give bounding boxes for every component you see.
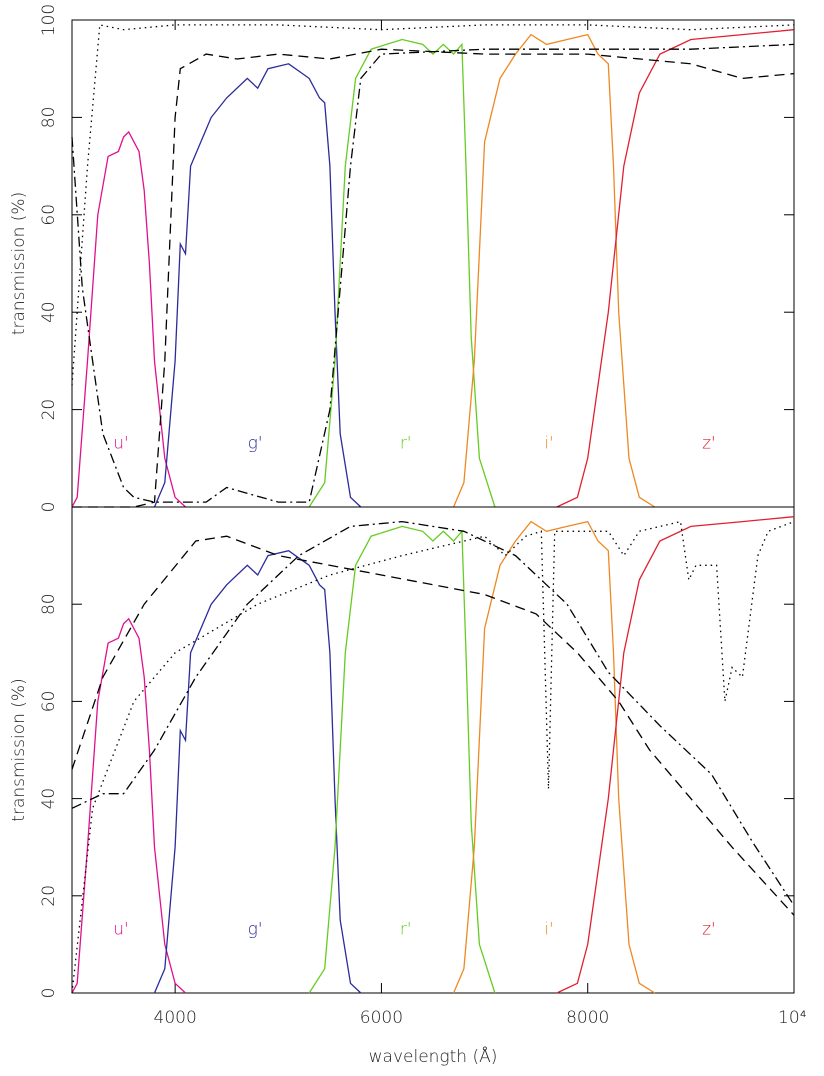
- filter-label: g': [248, 920, 263, 940]
- curve: [71, 43, 795, 503]
- curve: [71, 520, 795, 994]
- filter-label: u': [113, 920, 128, 940]
- filter-label: g': [248, 434, 263, 454]
- y-tick-label: 40: [39, 301, 59, 323]
- curve: [153, 63, 362, 508]
- y-tick-label: 80: [39, 107, 59, 129]
- x-tick-label: 6000: [360, 1008, 403, 1028]
- y-tick-label: 100: [39, 4, 59, 36]
- filter-label: z': [702, 920, 716, 940]
- curve: [453, 520, 656, 994]
- y-tick-label: 0: [39, 502, 59, 513]
- y-tick-label: 20: [39, 399, 59, 421]
- curve: [71, 130, 186, 508]
- filter-label: i': [544, 434, 553, 454]
- y-tick-label: 20: [39, 885, 59, 907]
- curve: [308, 38, 496, 508]
- filter-label: u': [113, 434, 128, 454]
- filter-label: r': [400, 920, 412, 940]
- x-tick-label: 4000: [154, 1008, 197, 1028]
- y-axis-label: transmission (%): [9, 192, 29, 335]
- y-axis-label: transmission (%): [9, 678, 29, 821]
- filter-label: i': [544, 920, 553, 940]
- curve: [453, 33, 656, 508]
- curve: [72, 48, 795, 508]
- x-axis-label: wavelength (Å): [369, 1045, 498, 1067]
- curve: [556, 516, 795, 994]
- filter-label: r': [400, 434, 412, 454]
- curve: [71, 520, 795, 906]
- y-tick-label: 0: [39, 988, 59, 999]
- curve: [308, 525, 496, 994]
- y-tick-label: 40: [39, 788, 59, 810]
- curve: [71, 617, 186, 994]
- filter-label: z': [702, 434, 716, 454]
- y-tick-label: 60: [39, 204, 59, 226]
- curve: [556, 29, 795, 508]
- x-tick-label: 10⁴: [778, 1008, 807, 1028]
- curve: [71, 535, 795, 916]
- plot-frame: [71, 19, 795, 508]
- y-tick-label: 80: [39, 593, 59, 615]
- curve: [153, 549, 362, 994]
- curve: [71, 24, 795, 386]
- plot-frame: [71, 506, 795, 994]
- y-tick-label: 60: [39, 691, 59, 713]
- x-tick-label: 8000: [566, 1008, 609, 1028]
